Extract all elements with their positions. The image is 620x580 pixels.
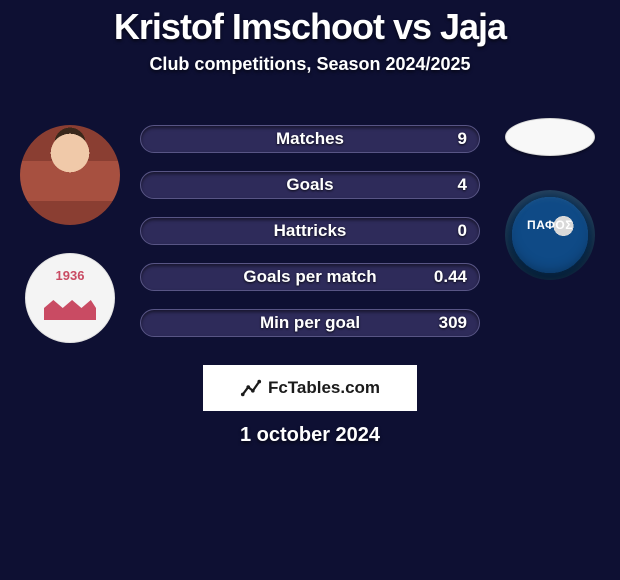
page-title: Kristof Imschoot vs Jaja bbox=[0, 0, 620, 48]
right-column bbox=[490, 118, 610, 280]
player1-photo bbox=[20, 125, 120, 225]
stat-label: Matches bbox=[276, 129, 344, 149]
left-column bbox=[10, 125, 130, 343]
stat-label: Goals per match bbox=[243, 267, 376, 287]
date-text: 1 october 2024 bbox=[0, 424, 620, 447]
stat-value: 4 bbox=[458, 175, 467, 195]
stats-bars: Matches 9 Goals 4 Hattricks 0 Goals per … bbox=[140, 125, 480, 337]
footer-brand-box: FcTables.com bbox=[203, 365, 417, 411]
stat-value: 0.44 bbox=[434, 267, 467, 287]
stat-bar: Matches 9 bbox=[140, 125, 480, 153]
stat-bar: Goals per match 0.44 bbox=[140, 263, 480, 291]
player2-club-logo bbox=[505, 190, 595, 280]
page-subtitle: Club competitions, Season 2024/2025 bbox=[0, 54, 620, 75]
player1-club-logo bbox=[25, 253, 115, 343]
stat-value: 9 bbox=[458, 129, 467, 149]
stat-bar: Hattricks 0 bbox=[140, 217, 480, 245]
stat-label: Min per goal bbox=[260, 313, 360, 333]
stat-bar: Min per goal 309 bbox=[140, 309, 480, 337]
fctables-logo-icon bbox=[240, 377, 262, 399]
stat-bar: Goals 4 bbox=[140, 171, 480, 199]
stat-label: Hattricks bbox=[274, 221, 347, 241]
stat-value: 0 bbox=[458, 221, 467, 241]
footer-brand-text: FcTables.com bbox=[268, 378, 380, 398]
stat-label: Goals bbox=[286, 175, 333, 195]
stat-value: 309 bbox=[439, 313, 467, 333]
player2-photo bbox=[505, 118, 595, 156]
